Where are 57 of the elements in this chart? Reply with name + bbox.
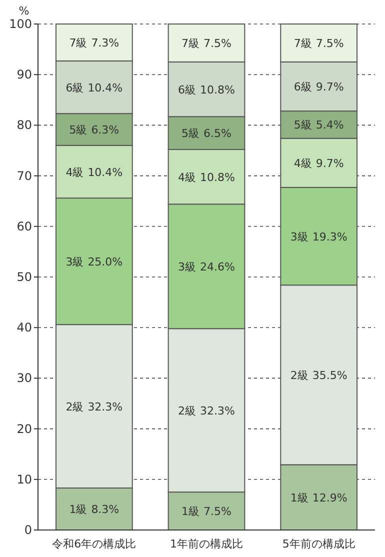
- y-tick-label: 60: [16, 219, 32, 234]
- x-tick-label: 1年前の構成比: [170, 538, 243, 550]
- text: 6級: [178, 82, 196, 96]
- data-label: 32.3%: [200, 404, 235, 417]
- text: 1級: [69, 502, 88, 516]
- text: 4級: [294, 156, 312, 170]
- series-label: 3級: [66, 254, 84, 268]
- text: 3級: [290, 230, 308, 243]
- x-tick-label: 5年前の構成比: [282, 538, 356, 550]
- data-label: 8.3%: [91, 502, 120, 516]
- data-label: 10.4%: [88, 165, 123, 178]
- data-label: 35.5%: [312, 368, 348, 382]
- data-label: 24.6%: [200, 260, 235, 273]
- text: 5級: [182, 126, 200, 140]
- data-label: 9.7%: [316, 156, 344, 170]
- data-label: 7.5%: [316, 36, 344, 50]
- y-axis-title: %: [18, 4, 30, 18]
- text: 3級: [178, 260, 196, 273]
- data-label: 7.5%: [204, 504, 232, 518]
- series-label: 2級: [66, 400, 84, 413]
- y-tick-label: 100: [9, 17, 32, 31]
- series-label: 1級: [290, 490, 308, 504]
- data-label: 10.4%: [88, 80, 123, 94]
- y-tick-label: 90: [16, 68, 32, 82]
- text: 7級: [182, 36, 200, 50]
- data-label: 7.3%: [91, 36, 120, 49]
- y-tick-label: 80: [16, 118, 32, 132]
- data-label: 10.8%: [200, 170, 235, 184]
- data-label: 5.4%: [316, 118, 344, 132]
- data-label: 9.7%: [316, 80, 344, 93]
- text: 2級: [290, 368, 308, 382]
- text: 1級: [182, 504, 200, 518]
- data-label: 10.8%: [200, 82, 235, 96]
- text: 5級: [69, 123, 88, 136]
- series-label: 6級: [66, 80, 84, 94]
- series-label: 7級: [69, 36, 88, 49]
- data-label: 12.9%: [312, 490, 348, 504]
- y-tick-label: 20: [16, 422, 32, 436]
- data-label: 25.0%: [88, 254, 123, 268]
- data-label: 6.5%: [204, 126, 232, 140]
- data-label: 6.3%: [91, 123, 120, 136]
- data-label: 32.3%: [88, 400, 123, 413]
- text: 2級: [178, 404, 196, 417]
- y-tick-label: 30: [16, 371, 32, 386]
- series-label: 4級: [66, 165, 84, 178]
- y-tick-label: 10: [16, 472, 32, 486]
- y-tick-label: 40: [16, 320, 32, 335]
- data-label: 7.5%: [204, 36, 232, 50]
- data-label: 19.3%: [312, 230, 348, 243]
- x-tick-label: 令和6年の構成比: [52, 538, 136, 550]
- series-label: 5級: [294, 118, 312, 132]
- text: 4級: [178, 170, 196, 184]
- text: 7級: [294, 36, 312, 50]
- text: 6級: [294, 80, 312, 93]
- y-tick-label: 50: [16, 270, 32, 284]
- y-tick-label: 0: [24, 523, 32, 537]
- y-tick-label: 70: [16, 168, 32, 183]
